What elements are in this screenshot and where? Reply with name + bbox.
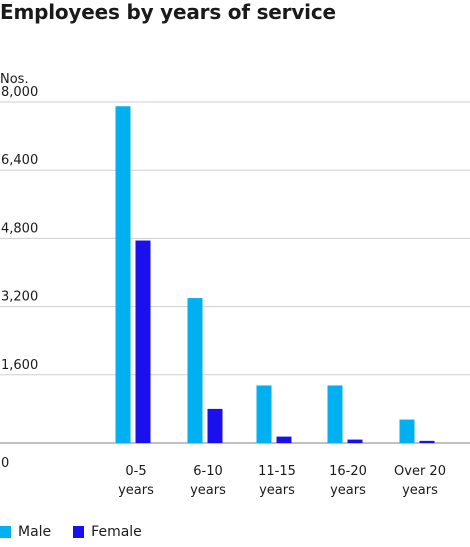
bar-male-4 — [399, 419, 415, 443]
x-category-label: 11-15 years — [258, 464, 296, 498]
y-tick-label: 1,600 — [1, 358, 38, 373]
x-category-label: Over 20 years — [394, 464, 446, 498]
bar-male-0 — [115, 106, 131, 443]
bars — [115, 106, 435, 443]
y-tick-label: 3,200 — [1, 290, 38, 305]
legend-swatch-male — [0, 526, 11, 538]
bar-male-1 — [187, 298, 203, 443]
bar-chart: 0 1,600 3,200 4,800 6,400 8,000 0-5 years 6-10 y… — [0, 85, 470, 498]
grid-lines — [0, 101, 470, 444]
x-category-label: 0-5 years — [118, 464, 154, 498]
x-category-label: 16-20 years — [329, 464, 367, 498]
legend-label-female: Female — [91, 524, 142, 540]
legend: Male Female — [0, 524, 164, 540]
bar-female-0 — [135, 240, 151, 443]
y-axis-unit-label: Nos. — [0, 72, 29, 87]
bar-female-3 — [347, 439, 363, 443]
y-tick-label: 4,800 — [1, 221, 38, 236]
x-axis-labels: 0-5 years 6-10 years 11-15 years 16-20 years Ove… — [118, 464, 446, 498]
y-tick-label: 6,400 — [1, 153, 38, 168]
chart-title: Employees by years of service — [0, 0, 336, 24]
y-tick-label: 8,000 — [1, 85, 38, 100]
x-category-label: 6-10 years — [190, 464, 226, 498]
legend-label-male: Male — [18, 524, 52, 540]
bar-female-2 — [276, 436, 292, 443]
legend-item-female: Female — [73, 524, 142, 540]
bar-male-3 — [327, 385, 343, 443]
legend-item-male: Male — [0, 524, 51, 540]
y-tick-label: 0 — [1, 456, 9, 471]
bar-male-2 — [256, 385, 272, 443]
bar-female-4 — [419, 440, 435, 443]
bar-female-1 — [207, 408, 223, 443]
legend-swatch-female — [73, 526, 85, 538]
y-axis-ticks: 0 1,600 3,200 4,800 6,400 8,000 — [1, 85, 38, 471]
